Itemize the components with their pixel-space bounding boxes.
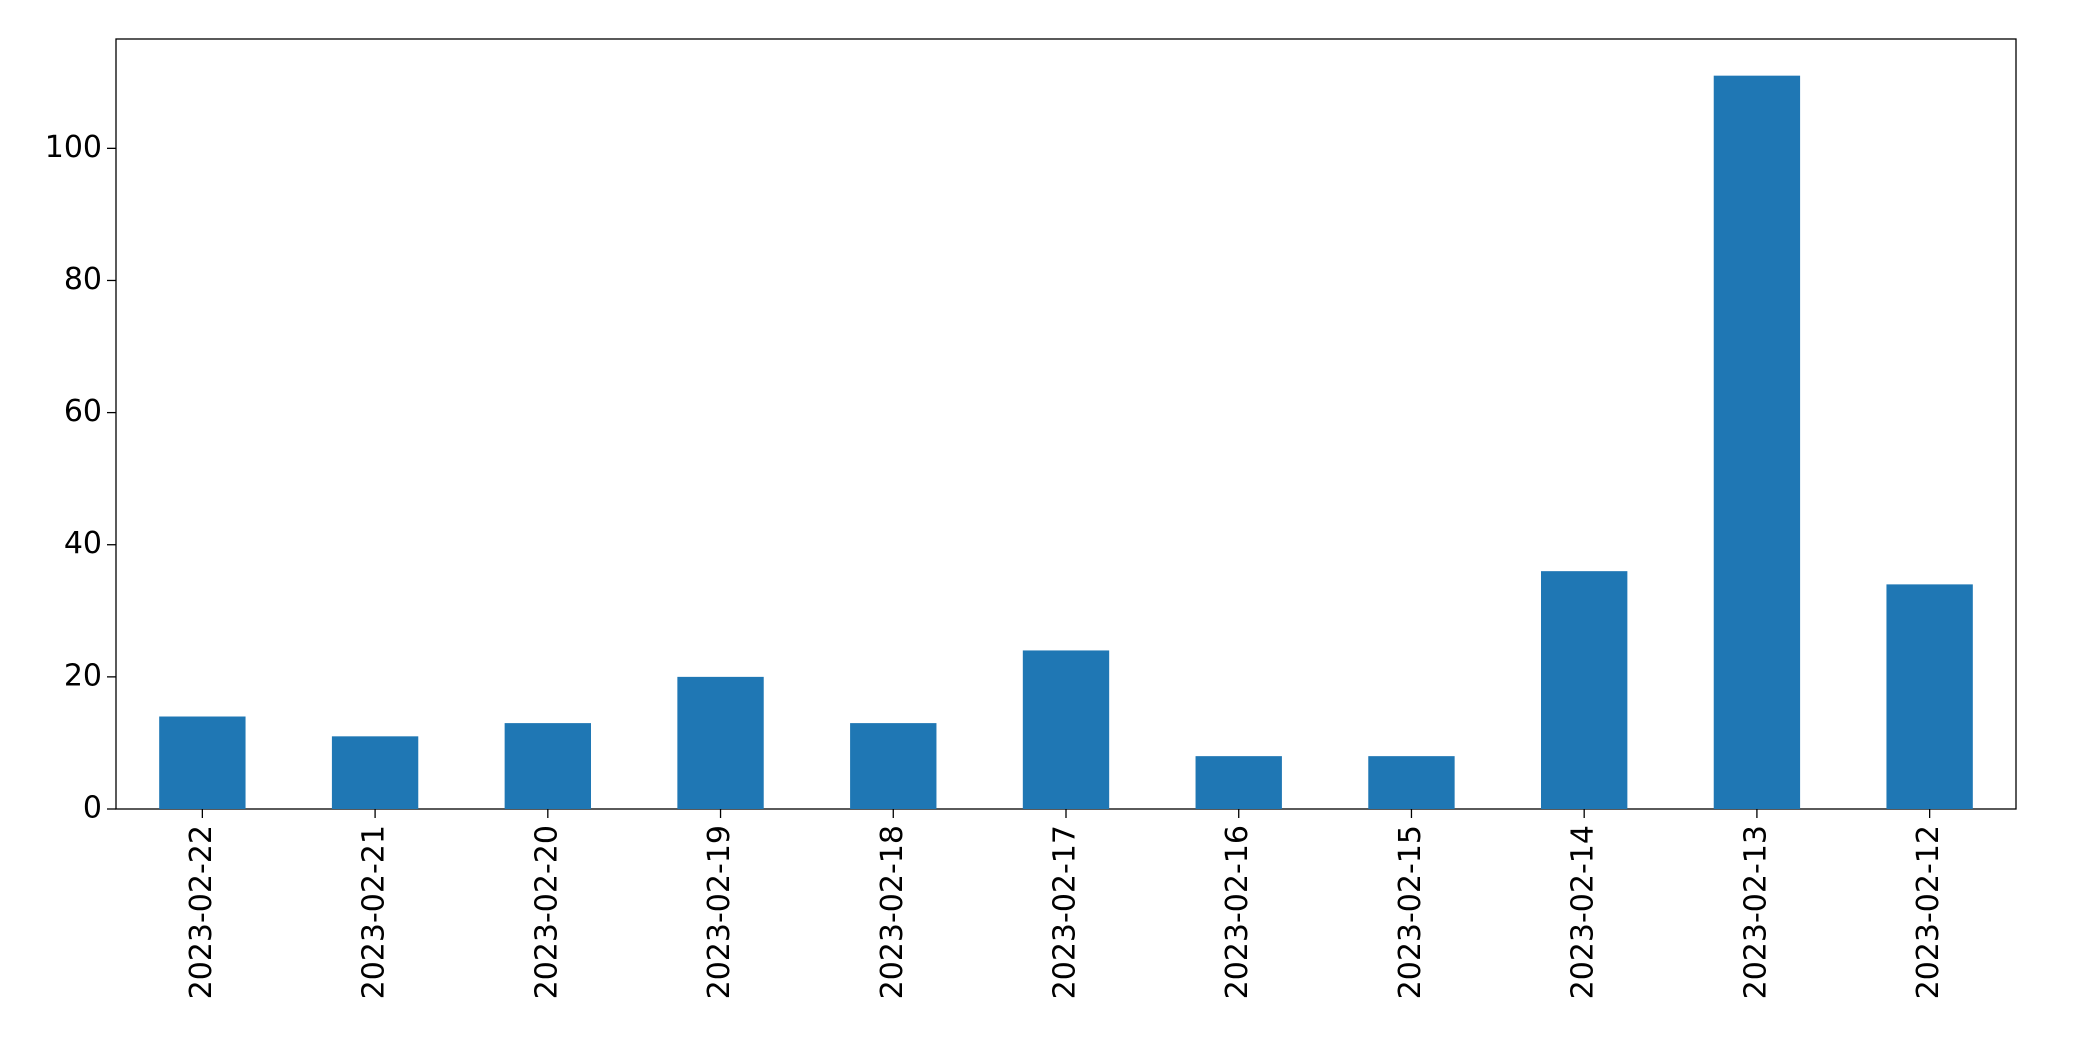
- bar: [1886, 584, 1973, 809]
- y-tick-label: 80: [64, 262, 102, 297]
- x-tick-label: 2023-02-16: [1220, 825, 1255, 999]
- x-tick-label: 2023-02-15: [1393, 825, 1428, 999]
- x-tick-label: 2023-02-20: [529, 825, 564, 999]
- bar: [504, 723, 591, 809]
- x-tick-label: 2023-02-12: [1911, 825, 1946, 999]
- x-tick-label: 2023-02-18: [875, 825, 910, 999]
- bar: [850, 723, 937, 809]
- y-tick-label: 100: [45, 130, 102, 165]
- x-tick-label: 2023-02-19: [702, 825, 737, 999]
- y-tick-label: 0: [83, 791, 102, 826]
- x-tick-label: 2023-02-17: [1048, 825, 1083, 999]
- bar: [159, 716, 246, 809]
- bar: [677, 676, 764, 809]
- y-tick-label: 60: [64, 394, 102, 429]
- y-tick-label: 40: [64, 526, 102, 561]
- x-tick-label: 2023-02-22: [184, 825, 219, 999]
- x-tick-label: 2023-02-14: [1566, 825, 1601, 999]
- y-tick-label: 20: [64, 658, 102, 693]
- bar: [331, 736, 419, 809]
- bar: [1713, 75, 1801, 809]
- x-tick-label: 2023-02-13: [1738, 825, 1773, 999]
- bar: [1541, 571, 1628, 809]
- bar: [1368, 756, 1455, 809]
- bar: [1022, 650, 1110, 809]
- bar: [1195, 756, 1282, 809]
- x-tick-label: 2023-02-21: [357, 825, 392, 999]
